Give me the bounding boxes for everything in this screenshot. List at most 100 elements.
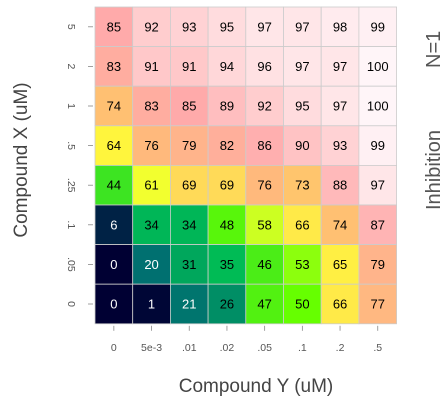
heatmap-cell: [358, 164, 397, 206]
cell-value-label: 83: [107, 59, 121, 74]
cell-value-label: 65: [333, 257, 347, 272]
cell-value-label: 90: [295, 138, 309, 153]
heatmap-cell: [283, 283, 322, 325]
cell-value-label: 73: [295, 178, 309, 193]
cell-value-label: 76: [257, 178, 271, 193]
y-axis-ticks: 5 2 1 .5 .25 .1 .05 0: [65, 24, 93, 307]
side-label: Inhibition: [423, 130, 445, 210]
x-tick-label: 5e-3: [141, 342, 162, 354]
heatmap-cell: [132, 46, 171, 87]
cell-value-label: 0: [110, 297, 117, 312]
cell-value-label: 64: [107, 138, 121, 153]
y-tick-label: .1: [65, 220, 77, 229]
heatmap-cell: [320, 125, 360, 166]
heatmap-cell: [283, 46, 322, 87]
x-tick-label: .5: [373, 342, 382, 354]
n-label: N=1: [423, 31, 445, 68]
y-tick-label: 0: [65, 301, 77, 307]
cell-value-label: 96: [257, 59, 271, 74]
cell-value-label: 95: [295, 99, 309, 114]
heatmap-cell: [207, 46, 247, 87]
cell-value-label: 79: [371, 257, 385, 272]
cell-value-label: 85: [182, 99, 196, 114]
heatmap-cell: [245, 85, 284, 127]
heatmap-cell: [94, 244, 134, 285]
cell-value-label: 97: [295, 59, 309, 74]
cell-value-label: 100: [367, 59, 389, 74]
heatmap-cell: [132, 85, 171, 127]
x-axis-label: Compound Y (uM): [179, 376, 334, 397]
x-tick-label: .2: [336, 342, 345, 354]
heatmap-cell: [283, 6, 322, 47]
x-tick-label: .02: [220, 342, 235, 354]
heatmap-cell: [207, 125, 247, 166]
heatmap-cell: [169, 244, 209, 285]
cell-value-label: 31: [182, 257, 196, 272]
cell-value-label: 92: [257, 99, 271, 114]
cell-value-label: 21: [182, 297, 196, 312]
cell-value-label: 92: [144, 19, 158, 34]
cell-value-label: 1: [148, 297, 155, 312]
cell-value-label: 97: [371, 178, 385, 193]
cell-value-label: 35: [220, 257, 234, 272]
heatmap-cell: [245, 204, 284, 245]
cell-value-label: 66: [295, 217, 309, 232]
y-tick-label: 2: [65, 63, 77, 69]
cell-value-label: 82: [220, 138, 234, 153]
heatmap-cell: [94, 283, 134, 325]
heatmap-cell: [320, 85, 360, 127]
cell-value-label: 88: [333, 178, 347, 193]
cell-value-label: 47: [257, 297, 271, 312]
heatmap-cell: [358, 85, 397, 127]
cell-value-label: 97: [295, 19, 309, 34]
heatmap-cell: [94, 85, 134, 127]
x-tick-label: 0: [111, 342, 117, 354]
heatmap-cell: [320, 164, 360, 206]
y-tick-label: .25: [65, 178, 77, 193]
cell-value-label: 69: [182, 178, 196, 193]
y-tick-label: .05: [65, 257, 77, 272]
heatmap-cell: [132, 6, 171, 47]
cell-value-label: 61: [144, 178, 158, 193]
cell-value-label: 89: [220, 99, 234, 114]
cell-value-label: 91: [182, 59, 196, 74]
y-axis-label: Compound X (uM): [11, 82, 32, 237]
cell-value-label: 6: [110, 217, 117, 232]
cell-value-label: 100: [367, 99, 389, 114]
cell-value-label: 93: [182, 19, 196, 34]
heatmap-cell: [169, 283, 209, 325]
y-tick-label: 1: [65, 103, 77, 109]
heatmap-cell: [358, 283, 397, 325]
cell-value-label: 44: [107, 178, 121, 193]
x-tick-label: .01: [182, 342, 197, 354]
cell-value-label: 66: [333, 297, 347, 312]
heatmap-cell: [207, 283, 247, 325]
heatmap-cell: [320, 204, 360, 245]
cell-value-label: 50: [295, 297, 309, 312]
cell-value-label: 74: [333, 217, 347, 232]
cell-value-label: 46: [257, 257, 271, 272]
cell-value-label: 69: [220, 178, 234, 193]
cell-value-label: 53: [295, 257, 309, 272]
cell-value-label: 79: [182, 138, 196, 153]
x-axis-ticks: 0 5e-3 .01 .02 .05 .1 .2 .5: [111, 325, 382, 354]
y-tick-label: .5: [65, 141, 77, 150]
cell-value-label: 76: [144, 138, 158, 153]
heatmap-cell: [169, 125, 209, 166]
cell-value-label: 34: [182, 217, 196, 232]
heatmap-cell: [283, 85, 322, 127]
heatmap-cell: [245, 125, 284, 166]
heatmap-cell: [320, 244, 360, 285]
heatmap-cell: [207, 85, 247, 127]
heatmap-cell: [169, 6, 209, 47]
heatmap-cell: [358, 244, 397, 285]
cell-value-label: 99: [371, 19, 385, 34]
cell-value-label: 74: [107, 99, 121, 114]
cell-value-label: 77: [371, 297, 385, 312]
x-tick-label: .1: [298, 342, 307, 354]
heatmap-cell: [245, 244, 284, 285]
cell-value-label: 86: [257, 138, 271, 153]
cell-value-label: 93: [333, 138, 347, 153]
